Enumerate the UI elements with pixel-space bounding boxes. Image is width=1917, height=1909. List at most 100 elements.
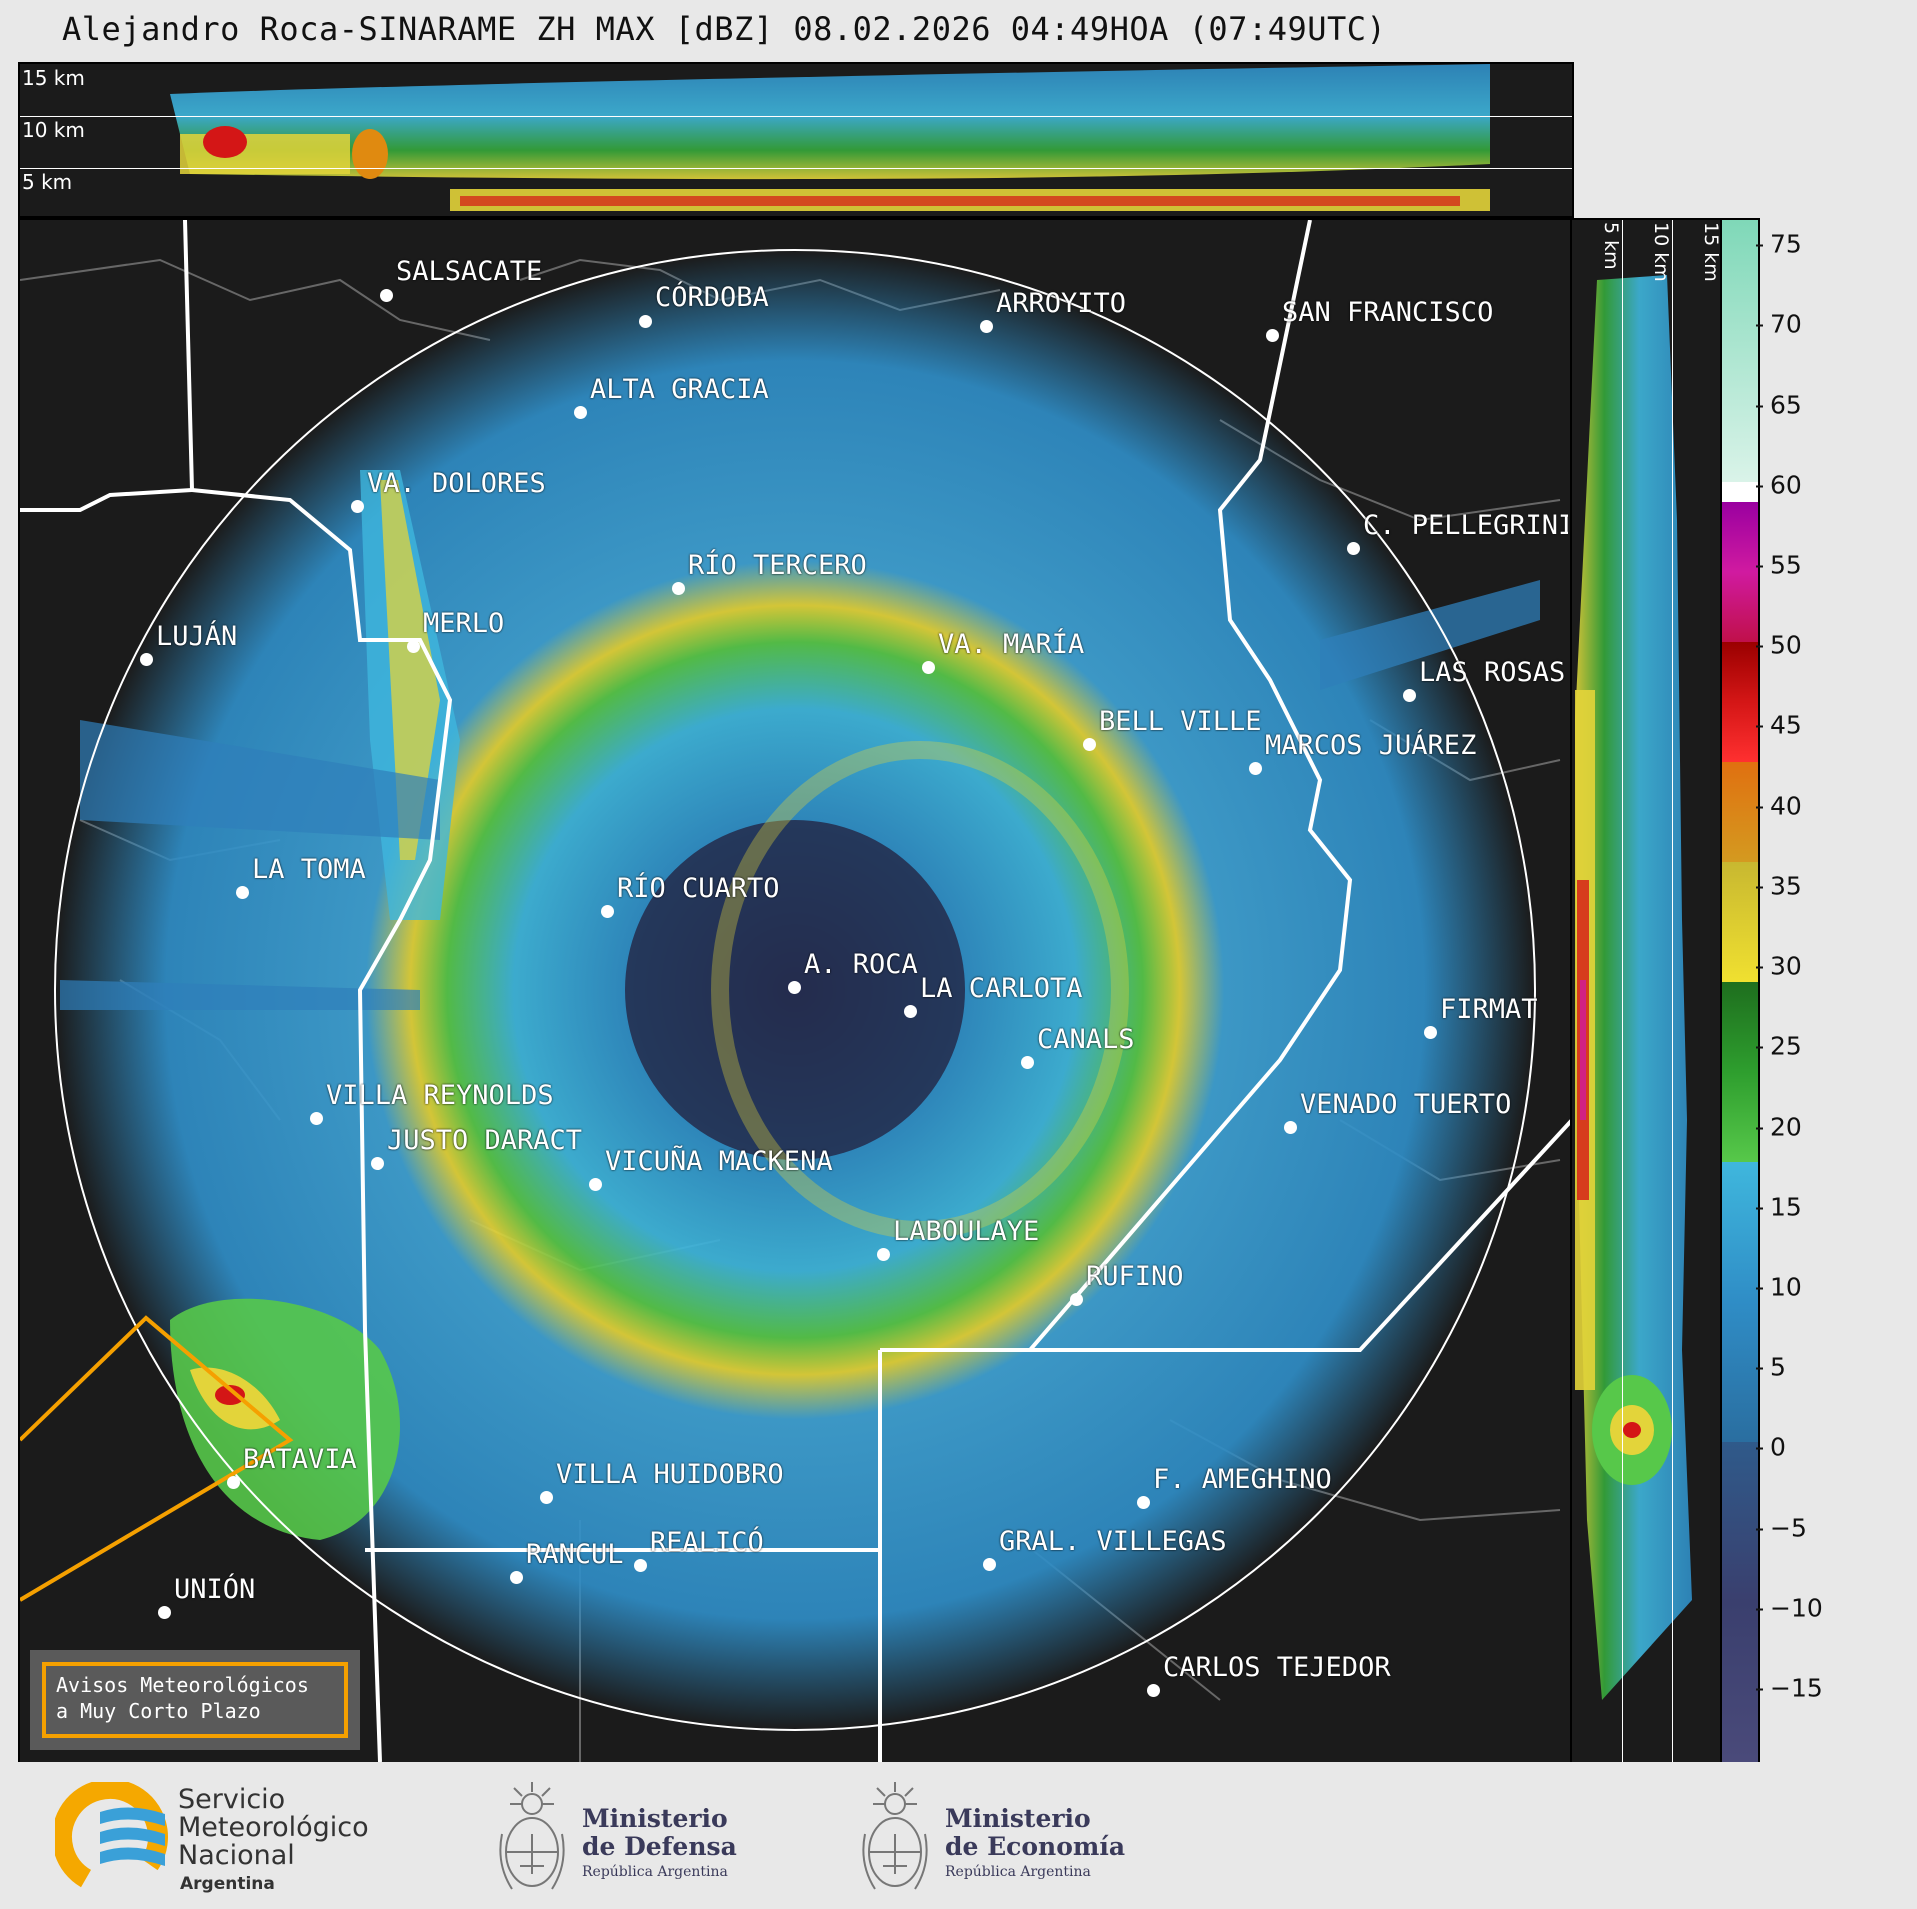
- city-marker: [904, 1005, 917, 1018]
- city-label: BELL VILLE: [1099, 706, 1262, 737]
- colorbar-tick: 20: [1756, 1113, 1802, 1142]
- colorbar-tick: 35: [1756, 872, 1802, 901]
- city-label: BATAVIA: [243, 1444, 357, 1475]
- colorbar-tick: 30: [1756, 952, 1802, 981]
- colorbar-tick: 40: [1756, 792, 1802, 821]
- smn-logo-text: Nacional: [178, 1840, 295, 1871]
- city-label: RUFINO: [1086, 1261, 1184, 1292]
- city-marker: [1083, 738, 1096, 751]
- city-marker: [227, 1476, 240, 1489]
- colorbar-tick: 55: [1756, 551, 1802, 580]
- colorbar-tick: −15: [1756, 1674, 1823, 1703]
- city-marker: [1266, 329, 1279, 342]
- footer-logos: Servicio Meteorológico Nacional Argentin…: [0, 1762, 1917, 1909]
- city-label: UNIÓN: [174, 1574, 256, 1605]
- city-marker: [983, 1558, 996, 1571]
- colorbar-tick: 15: [1756, 1193, 1802, 1222]
- city-marker: [236, 886, 249, 899]
- city-label: LAS ROSAS: [1419, 657, 1566, 688]
- altitude-label: 5 km: [22, 170, 73, 194]
- city-marker: [639, 315, 652, 328]
- city-label: VA. MARÍA: [938, 629, 1085, 660]
- smn-logo-text: Servicio: [178, 1784, 286, 1815]
- colorbar-tick: −10: [1756, 1594, 1823, 1623]
- city-marker: [140, 653, 153, 666]
- city-label: SAN FRANCISCO: [1282, 297, 1494, 328]
- city-marker: [1137, 1496, 1150, 1509]
- colorbar-tick: 70: [1756, 310, 1802, 339]
- smn-logo-icon: [55, 1782, 168, 1892]
- city-marker: [540, 1491, 553, 1504]
- altitude-label: 5 km: [1600, 222, 1622, 270]
- city-label: LUJÁN: [156, 621, 238, 652]
- colorbar-tick: 50: [1756, 631, 1802, 660]
- city-label: JUSTO DARACT: [387, 1125, 583, 1156]
- altitude-label: 10 km: [1650, 222, 1672, 282]
- economia-logo-text: Ministerio: [945, 1804, 1091, 1833]
- side-vertical-profile: 5 km 10 km 15 km: [1570, 218, 1724, 1764]
- city-marker: [380, 289, 393, 302]
- city-label: RÍO TERCERO: [688, 550, 867, 581]
- city-marker: [1424, 1026, 1437, 1039]
- city-label: CANALS: [1037, 1024, 1135, 1055]
- warning-link-box[interactable]: Avisos Meteorológicos a Muy Corto Plazo: [30, 1650, 360, 1750]
- top-vertical-profile: 15 km 10 km 5 km: [18, 62, 1574, 218]
- economia-logo-text: de Economía: [945, 1832, 1126, 1861]
- city-marker: [672, 582, 685, 595]
- city-label: VICUÑA MACKENA: [605, 1146, 833, 1177]
- smn-logo-text: Argentina: [180, 1874, 275, 1894]
- city-marker: [1021, 1056, 1034, 1069]
- city-label: CÓRDOBA: [655, 282, 769, 313]
- city-label: VA. DOLORES: [367, 468, 546, 499]
- city-label: ARROYITO: [996, 288, 1127, 319]
- smn-logo-text: Meteorológico: [178, 1812, 369, 1843]
- altitude-label: 10 km: [22, 118, 85, 142]
- altitude-label: 15 km: [1700, 222, 1722, 282]
- city-marker: [1147, 1684, 1160, 1697]
- city-marker: [601, 905, 614, 918]
- city-marker: [1249, 762, 1262, 775]
- city-label: MERLO: [423, 608, 505, 639]
- coat-of-arms-icon: [499, 1782, 565, 1890]
- city-marker: [1403, 689, 1416, 702]
- city-marker: [158, 1606, 171, 1619]
- city-marker: [634, 1559, 647, 1572]
- coat-of-arms-icon: [862, 1782, 928, 1890]
- city-label: F. AMEGHINO: [1153, 1464, 1332, 1495]
- colorbar-tick: 10: [1756, 1273, 1802, 1302]
- city-label: MARCOS JUÁREZ: [1265, 730, 1477, 761]
- defensa-logo-text: de Defensa: [582, 1832, 737, 1861]
- warning-text-line2: a Muy Corto Plazo: [56, 1699, 261, 1723]
- city-marker: [407, 640, 420, 653]
- city-label: RÍO CUARTO: [617, 873, 780, 904]
- warning-text-line1: Avisos Meteorológicos: [56, 1673, 309, 1697]
- defensa-logo-text: República Argentina: [582, 1864, 728, 1880]
- colorbar-tick: 5: [1756, 1353, 1786, 1382]
- colorbar-tick: 65: [1756, 391, 1802, 420]
- city-marker: [1284, 1121, 1297, 1134]
- city-marker: [510, 1571, 523, 1584]
- city-label: VENADO TUERTO: [1300, 1089, 1512, 1120]
- colorbar-tick: 0: [1756, 1433, 1786, 1462]
- city-marker: [1347, 542, 1360, 555]
- city-label: LA CARLOTA: [920, 973, 1083, 1004]
- city-label: CARLOS TEJEDOR: [1163, 1652, 1391, 1683]
- colorbar-tick: 25: [1756, 1032, 1802, 1061]
- city-label: LABOULAYE: [893, 1216, 1040, 1247]
- radar-site-label: A. ROCA: [804, 949, 918, 980]
- city-marker: [1070, 1293, 1083, 1306]
- city-marker: [980, 320, 993, 333]
- city-label: RANCUL: [526, 1539, 624, 1570]
- city-label: VILLA HUIDOBRO: [556, 1459, 784, 1490]
- dbz-colorbar: [1720, 218, 1760, 1764]
- page-title: Alejandro Roca-SINARAME ZH MAX [dBZ] 08.…: [62, 10, 1387, 48]
- radar-site-marker: [788, 981, 801, 994]
- city-marker: [351, 500, 364, 513]
- altitude-label: 15 km: [22, 66, 85, 90]
- colorbar-tick: 45: [1756, 711, 1802, 740]
- colorbar-tick: −5: [1756, 1514, 1807, 1543]
- city-marker: [922, 661, 935, 674]
- city-label: SALSACATE: [396, 256, 543, 287]
- city-marker: [371, 1157, 384, 1170]
- city-label: C. PELLEGRINI: [1363, 510, 1568, 541]
